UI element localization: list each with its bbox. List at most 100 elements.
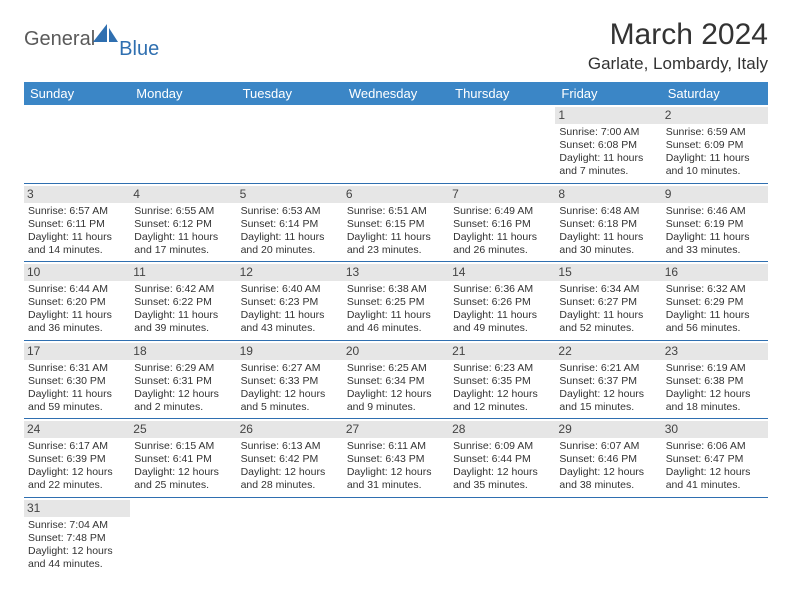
weekday-header: Tuesday (237, 82, 343, 105)
day-cell-empty (24, 105, 130, 183)
daylight-text: Daylight: 11 hours and 14 minutes. (28, 231, 126, 257)
day-number: 1 (555, 107, 661, 124)
daylight-text: Daylight: 12 hours and 38 minutes. (559, 466, 657, 492)
day-number: 15 (555, 264, 661, 281)
day-cell: 24Sunrise: 6:17 AMSunset: 6:39 PMDayligh… (24, 419, 130, 497)
sunset-text: Sunset: 6:34 PM (347, 375, 445, 388)
daylight-text: Daylight: 12 hours and 18 minutes. (666, 388, 764, 414)
sunrise-text: Sunrise: 6:23 AM (453, 362, 551, 375)
sunrise-text: Sunrise: 6:36 AM (453, 283, 551, 296)
sunset-text: Sunset: 6:35 PM (453, 375, 551, 388)
day-number: 11 (130, 264, 236, 281)
day-cell: 6Sunrise: 6:51 AMSunset: 6:15 PMDaylight… (343, 184, 449, 262)
sunrise-text: Sunrise: 6:40 AM (241, 283, 339, 296)
day-number: 16 (662, 264, 768, 281)
sunrise-text: Sunrise: 6:48 AM (559, 205, 657, 218)
weekday-header-row: SundayMondayTuesdayWednesdayThursdayFrid… (24, 82, 768, 105)
daylight-text: Daylight: 11 hours and 43 minutes. (241, 309, 339, 335)
day-cell: 9Sunrise: 6:46 AMSunset: 6:19 PMDaylight… (662, 184, 768, 262)
daylight-text: Daylight: 12 hours and 41 minutes. (666, 466, 764, 492)
daylight-text: Daylight: 11 hours and 36 minutes. (28, 309, 126, 335)
day-number: 22 (555, 343, 661, 360)
day-cell-empty (343, 498, 449, 576)
day-cell: 14Sunrise: 6:36 AMSunset: 6:26 PMDayligh… (449, 262, 555, 340)
sunrise-text: Sunrise: 6:21 AM (559, 362, 657, 375)
day-number: 3 (24, 186, 130, 203)
sunset-text: Sunset: 6:12 PM (134, 218, 232, 231)
sunset-text: Sunset: 6:41 PM (134, 453, 232, 466)
sunrise-text: Sunrise: 6:06 AM (666, 440, 764, 453)
daylight-text: Daylight: 12 hours and 2 minutes. (134, 388, 232, 414)
day-cell: 31Sunrise: 7:04 AMSunset: 7:48 PMDayligh… (24, 498, 130, 576)
week-row: 24Sunrise: 6:17 AMSunset: 6:39 PMDayligh… (24, 419, 768, 498)
day-number: 10 (24, 264, 130, 281)
week-row: 31Sunrise: 7:04 AMSunset: 7:48 PMDayligh… (24, 498, 768, 576)
sunset-text: Sunset: 6:30 PM (28, 375, 126, 388)
day-number: 23 (662, 343, 768, 360)
day-number: 8 (555, 186, 661, 203)
day-cell: 21Sunrise: 6:23 AMSunset: 6:35 PMDayligh… (449, 341, 555, 419)
sunrise-text: Sunrise: 6:13 AM (241, 440, 339, 453)
sunrise-text: Sunrise: 6:17 AM (28, 440, 126, 453)
sunrise-text: Sunrise: 6:29 AM (134, 362, 232, 375)
sunset-text: Sunset: 6:46 PM (559, 453, 657, 466)
sunset-text: Sunset: 6:15 PM (347, 218, 445, 231)
sunrise-text: Sunrise: 6:42 AM (134, 283, 232, 296)
day-number: 7 (449, 186, 555, 203)
sunset-text: Sunset: 6:16 PM (453, 218, 551, 231)
daylight-text: Daylight: 11 hours and 17 minutes. (134, 231, 232, 257)
sunrise-text: Sunrise: 6:32 AM (666, 283, 764, 296)
sunrise-text: Sunrise: 6:27 AM (241, 362, 339, 375)
sunrise-text: Sunrise: 6:55 AM (134, 205, 232, 218)
day-cell: 18Sunrise: 6:29 AMSunset: 6:31 PMDayligh… (130, 341, 236, 419)
brand-logo: General Blue (24, 26, 165, 51)
daylight-text: Daylight: 11 hours and 49 minutes. (453, 309, 551, 335)
day-cell-empty (343, 105, 449, 183)
sunrise-text: Sunrise: 7:00 AM (559, 126, 657, 139)
daylight-text: Daylight: 11 hours and 7 minutes. (559, 152, 657, 178)
sunset-text: Sunset: 6:08 PM (559, 139, 657, 152)
daylight-text: Daylight: 12 hours and 22 minutes. (28, 466, 126, 492)
day-number: 12 (237, 264, 343, 281)
sunset-text: Sunset: 6:19 PM (666, 218, 764, 231)
daylight-text: Daylight: 11 hours and 33 minutes. (666, 231, 764, 257)
daylight-text: Daylight: 11 hours and 59 minutes. (28, 388, 126, 414)
day-number: 2 (662, 107, 768, 124)
day-cell: 30Sunrise: 6:06 AMSunset: 6:47 PMDayligh… (662, 419, 768, 497)
sunset-text: Sunset: 6:22 PM (134, 296, 232, 309)
daylight-text: Daylight: 12 hours and 25 minutes. (134, 466, 232, 492)
daylight-text: Daylight: 12 hours and 12 minutes. (453, 388, 551, 414)
weekday-header: Saturday (662, 82, 768, 105)
sunrise-text: Sunrise: 6:49 AM (453, 205, 551, 218)
day-cell: 12Sunrise: 6:40 AMSunset: 6:23 PMDayligh… (237, 262, 343, 340)
header: General Blue March 2024 Garlate, Lombard… (24, 18, 768, 74)
day-number: 18 (130, 343, 236, 360)
sunrise-text: Sunrise: 6:25 AM (347, 362, 445, 375)
daylight-text: Daylight: 11 hours and 20 minutes. (241, 231, 339, 257)
day-cell: 7 Sunrise: 6:49 AMSunset: 6:16 PMDaylight… (449, 184, 555, 262)
day-cell-empty (662, 498, 768, 576)
sunset-text: Sunset: 6:38 PM (666, 375, 764, 388)
week-row: 10Sunrise: 6:44 AMSunset: 6:20 PMDayligh… (24, 262, 768, 341)
daylight-text: Daylight: 11 hours and 26 minutes. (453, 231, 551, 257)
calendar-grid: SundayMondayTuesdayWednesdayThursdayFrid… (24, 82, 768, 575)
sunset-text: Sunset: 6:11 PM (28, 218, 126, 231)
day-cell-empty (449, 498, 555, 576)
daylight-text: Daylight: 12 hours and 5 minutes. (241, 388, 339, 414)
daylight-text: Daylight: 12 hours and 28 minutes. (241, 466, 339, 492)
day-cell-empty (130, 105, 236, 183)
sunrise-text: Sunrise: 6:34 AM (559, 283, 657, 296)
day-cell-empty (130, 498, 236, 576)
sunrise-text: Sunrise: 6:38 AM (347, 283, 445, 296)
sunset-text: Sunset: 6:39 PM (28, 453, 126, 466)
sail-icon (93, 24, 119, 49)
sunset-text: Sunset: 6:47 PM (666, 453, 764, 466)
day-number: 27 (343, 421, 449, 438)
day-cell: 11Sunrise: 6:42 AMSunset: 6:22 PMDayligh… (130, 262, 236, 340)
sunrise-text: Sunrise: 6:19 AM (666, 362, 764, 375)
weeks-container: 1Sunrise: 7:00 AMSunset: 6:08 PMDaylight… (24, 105, 768, 575)
day-number: 4 (130, 186, 236, 203)
day-cell: 22Sunrise: 6:21 AMSunset: 6:37 PMDayligh… (555, 341, 661, 419)
sunset-text: Sunset: 6:14 PM (241, 218, 339, 231)
day-cell-empty (555, 498, 661, 576)
